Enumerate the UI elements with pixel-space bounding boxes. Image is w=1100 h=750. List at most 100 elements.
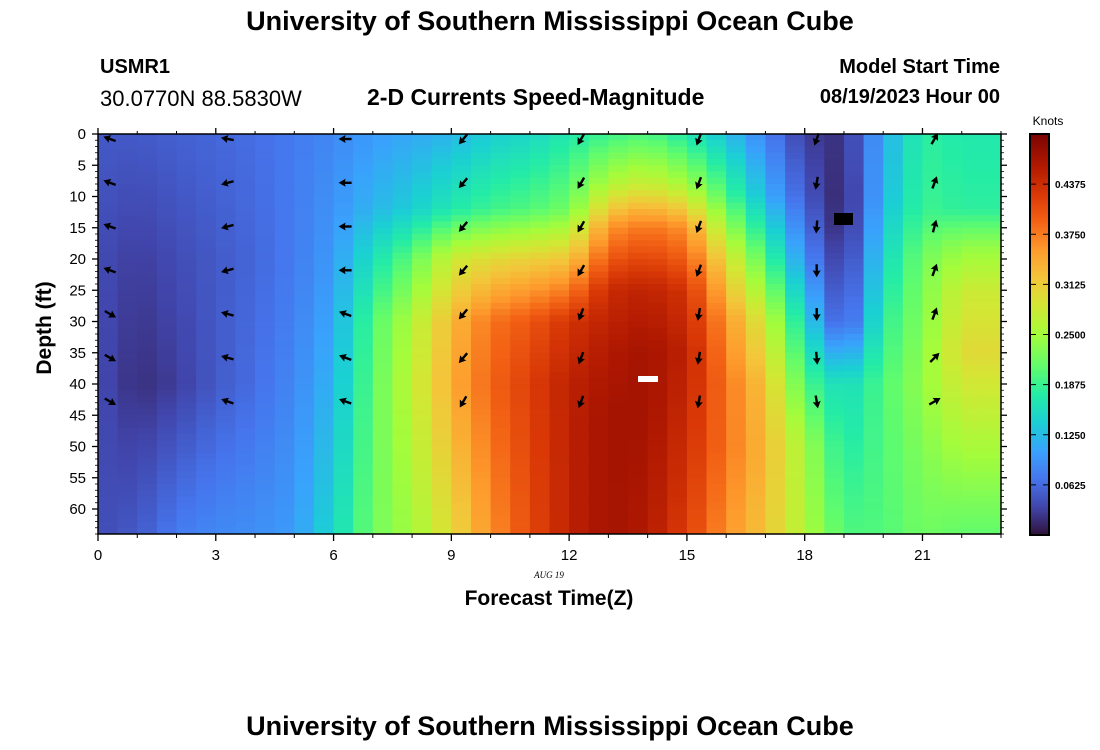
heatmap-cell: [765, 184, 786, 191]
heatmap-cell: [706, 327, 727, 335]
heatmap-cell: [824, 377, 845, 385]
heatmap-cell: [667, 396, 688, 404]
heatmap-cell: [333, 334, 354, 341]
heatmap-cell: [647, 177, 668, 185]
heatmap-cell: [529, 427, 551, 435]
heatmap-cell: [196, 502, 217, 510]
heatmap-cell: [942, 521, 963, 529]
heatmap-cell: [667, 340, 688, 348]
heatmap-cell: [902, 365, 924, 373]
heatmap-cell: [137, 321, 158, 329]
heatmap-cell: [372, 140, 394, 148]
heatmap-cell: [274, 321, 295, 329]
heatmap-cell: [431, 521, 452, 529]
heatmap-cell: [824, 459, 845, 466]
current-vector: [695, 176, 703, 190]
heatmap-cell: [137, 484, 158, 491]
heatmap-cell: [333, 471, 354, 479]
heatmap-cell: [608, 177, 629, 185]
heatmap-cell: [333, 496, 354, 504]
heatmap-cell: [765, 252, 786, 260]
x-tick-label: 12: [561, 547, 578, 564]
heatmap-cell: [392, 509, 413, 516]
heatmap-cell: [608, 477, 629, 485]
heatmap-cell: [490, 527, 511, 534]
heatmap-cell: [196, 440, 217, 448]
heatmap-cell: [470, 484, 492, 491]
heatmap-cell: [215, 459, 237, 466]
heatmap-cell: [706, 365, 727, 373]
heatmap-cell: [843, 377, 865, 385]
date-label: AUG 19: [533, 570, 564, 580]
heatmap-cell: [470, 284, 492, 291]
current-vector: [103, 266, 117, 275]
heatmap-cell: [981, 152, 1001, 160]
heatmap-cell: [333, 509, 354, 516]
heatmap-cell: [608, 434, 629, 441]
heatmap-cell: [765, 140, 786, 148]
heatmap-cell: [510, 315, 531, 323]
heatmap-cell: [392, 246, 413, 254]
heatmap-cell: [863, 440, 884, 448]
heatmap-cell: [608, 390, 629, 398]
heatmap-cell: [726, 396, 747, 404]
heatmap-cell: [490, 246, 511, 254]
heatmap-cell: [451, 271, 472, 279]
heatmap-cell: [313, 334, 335, 341]
heatmap-cell: [510, 240, 531, 248]
heatmap-cell: [470, 459, 492, 466]
heatmap-cell: [726, 296, 747, 304]
heatmap-cell: [353, 396, 374, 404]
current-vector: [458, 352, 469, 364]
heatmap-cell: [981, 284, 1001, 291]
heatmap-cell: [883, 515, 904, 523]
heatmap-cell: [196, 271, 217, 279]
heatmap-cell: [333, 246, 354, 254]
heatmap-cell: [510, 434, 531, 441]
heatmap-cell: [863, 409, 884, 416]
heatmap-cell: [647, 459, 668, 466]
heatmap-cell: [372, 177, 394, 185]
heatmap-cell: [588, 240, 609, 248]
heatmap-cell: [961, 321, 982, 329]
heatmap-cell: [137, 359, 158, 366]
heatmap-cell: [98, 521, 119, 529]
heatmap-cell: [785, 302, 806, 310]
heatmap-cell: [981, 496, 1001, 504]
heatmap-cell: [785, 452, 806, 460]
heatmap-cell: [608, 327, 629, 335]
heatmap-cell: [196, 190, 217, 198]
heatmap-cell: [628, 252, 649, 260]
heatmap-cell: [686, 446, 708, 454]
heatmap-cell: [98, 334, 119, 341]
heatmap-cell: [117, 434, 138, 441]
heatmap-cell: [588, 396, 609, 404]
vector-head: [458, 355, 467, 364]
heatmap-cell: [745, 365, 767, 373]
heatmap-cell: [942, 146, 963, 154]
heatmap-cell: [647, 234, 668, 241]
heatmap-cell: [156, 227, 178, 235]
heatmap-cell: [706, 346, 727, 354]
heatmap-cell: [765, 321, 786, 329]
heatmap-cell: [156, 284, 178, 291]
heatmap-cell: [431, 246, 452, 254]
heatmap-cell: [608, 440, 629, 448]
heatmap-cell: [431, 471, 452, 479]
heatmap-cell: [706, 371, 727, 379]
heatmap-cell: [333, 346, 354, 354]
heatmap-cell: [686, 371, 708, 379]
heatmap-cell: [137, 465, 158, 473]
heatmap-cell: [628, 471, 649, 479]
heatmap-cell: [196, 165, 217, 173]
heatmap-cell: [981, 371, 1001, 379]
heatmap-cell: [196, 459, 217, 466]
heatmap-cell: [274, 215, 295, 223]
heatmap-cell: [843, 471, 865, 479]
heatmap-cell: [922, 502, 943, 510]
heatmap-cell: [274, 146, 295, 154]
heatmap-cell: [470, 340, 492, 348]
heatmap-cell: [843, 509, 865, 516]
heatmap-cell: [137, 459, 158, 466]
heatmap-cell: [686, 434, 708, 441]
